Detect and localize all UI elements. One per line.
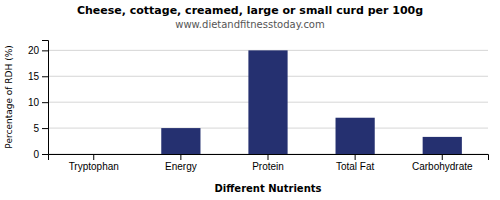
x-axis-line <box>49 155 489 161</box>
bar <box>336 118 375 154</box>
x-tick-label: Protein <box>252 161 284 172</box>
bar <box>248 50 287 154</box>
plot-area: 0 5 10 15 20 Tryptophan Energy Protein Total Fat… <box>28 41 489 173</box>
y-tick: 5 <box>33 123 48 134</box>
x-tick-mark <box>268 154 269 160</box>
x-tick: Tryptophan <box>69 154 119 172</box>
y-tick-label: 5 <box>33 123 39 134</box>
x-tick-label: Total Fat <box>336 161 375 172</box>
y-tick-label: 0 <box>33 149 39 160</box>
x-tick: Protein <box>252 154 284 172</box>
bar <box>161 128 200 154</box>
bar <box>74 154 113 155</box>
y-tick-label: 15 <box>28 71 40 82</box>
x-tick-mark <box>93 154 94 160</box>
y-tick-mark <box>42 76 48 77</box>
y-tick-mark <box>42 154 48 155</box>
grid <box>48 50 488 154</box>
title: Cheese, cottage, creamed, large or small… <box>77 4 423 17</box>
y-tick: 20 <box>28 45 48 56</box>
y-tick: 0 <box>33 149 48 160</box>
y-tick-mark <box>42 128 48 129</box>
x-tick: Energy <box>165 154 197 172</box>
x-axis-title: Different Nutrients <box>215 183 322 194</box>
x-tick-mark <box>355 154 356 160</box>
y-axis-title: Percentage of RDH (%) <box>4 45 14 148</box>
x-tick-mark <box>442 154 443 160</box>
chart-container: Cheese, cottage, creamed, large or small… <box>0 0 500 200</box>
x-tick: Carbohydrate <box>412 154 473 172</box>
y-axis: 0 5 10 15 20 <box>28 41 49 160</box>
subtitle: www.dietandfitnesstoday.com <box>175 19 324 30</box>
y-axis-line <box>42 41 49 155</box>
y-tick-label: 20 <box>28 45 40 56</box>
chart-svg: Cheese, cottage, creamed, large or small… <box>0 0 500 200</box>
x-tick-label: Carbohydrate <box>412 161 473 172</box>
y-tick-mark <box>42 102 48 103</box>
y-tick: 15 <box>28 71 48 82</box>
bars <box>161 50 462 154</box>
x-tick-label: Energy <box>165 161 197 172</box>
bar <box>423 137 462 154</box>
x-tick-label: Tryptophan <box>69 161 119 172</box>
y-tick-mark <box>42 50 48 51</box>
x-axis: Tryptophan Energy Protein Total Fat Carbohyd… <box>49 154 489 172</box>
y-tick-label: 10 <box>28 97 40 108</box>
y-tick: 10 <box>28 97 48 108</box>
x-tick: Total Fat <box>336 154 375 172</box>
x-tick-mark <box>180 154 181 160</box>
